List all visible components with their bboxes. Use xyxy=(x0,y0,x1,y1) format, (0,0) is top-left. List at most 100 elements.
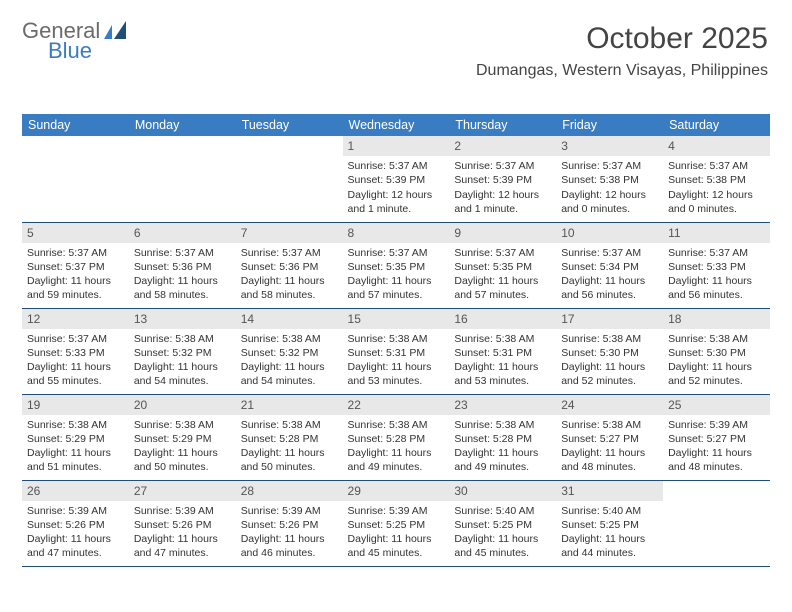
day-details: Sunrise: 5:38 AMSunset: 5:31 PMDaylight:… xyxy=(343,329,450,393)
day-details: Sunrise: 5:37 AMSunset: 5:39 PMDaylight:… xyxy=(343,156,450,220)
day-details: Sunrise: 5:37 AMSunset: 5:38 PMDaylight:… xyxy=(663,156,770,220)
day-details: Sunrise: 5:38 AMSunset: 5:32 PMDaylight:… xyxy=(236,329,343,393)
calendar-day-cell: 14Sunrise: 5:38 AMSunset: 5:32 PMDayligh… xyxy=(236,308,343,394)
day-number: 4 xyxy=(663,136,770,156)
calendar-week-row: 1Sunrise: 5:37 AMSunset: 5:39 PMDaylight… xyxy=(22,136,770,222)
day-number: 11 xyxy=(663,223,770,243)
day-number: 6 xyxy=(129,223,236,243)
day-details: Sunrise: 5:37 AMSunset: 5:37 PMDaylight:… xyxy=(22,243,129,307)
calendar-day-cell: 15Sunrise: 5:38 AMSunset: 5:31 PMDayligh… xyxy=(343,308,450,394)
page-title: October 2025 xyxy=(476,22,768,56)
calendar-day-cell: 1Sunrise: 5:37 AMSunset: 5:39 PMDaylight… xyxy=(343,136,450,222)
calendar-day-cell: 8Sunrise: 5:37 AMSunset: 5:35 PMDaylight… xyxy=(343,222,450,308)
day-number: 2 xyxy=(449,136,556,156)
calendar-day-cell: 31Sunrise: 5:40 AMSunset: 5:25 PMDayligh… xyxy=(556,480,663,566)
calendar-day-cell: 26Sunrise: 5:39 AMSunset: 5:26 PMDayligh… xyxy=(22,480,129,566)
calendar-week-row: 26Sunrise: 5:39 AMSunset: 5:26 PMDayligh… xyxy=(22,480,770,566)
calendar-day-cell: 19Sunrise: 5:38 AMSunset: 5:29 PMDayligh… xyxy=(22,394,129,480)
calendar-week-row: 12Sunrise: 5:37 AMSunset: 5:33 PMDayligh… xyxy=(22,308,770,394)
day-number: 30 xyxy=(449,481,556,501)
day-number: 3 xyxy=(556,136,663,156)
day-number: 21 xyxy=(236,395,343,415)
day-number: 16 xyxy=(449,309,556,329)
day-number: 14 xyxy=(236,309,343,329)
page-location: Dumangas, Western Visayas, Philippines xyxy=(476,62,768,80)
day-details: Sunrise: 5:37 AMSunset: 5:33 PMDaylight:… xyxy=(663,243,770,307)
day-number: 29 xyxy=(343,481,450,501)
day-details: Sunrise: 5:37 AMSunset: 5:36 PMDaylight:… xyxy=(236,243,343,307)
calendar-day-cell: 28Sunrise: 5:39 AMSunset: 5:26 PMDayligh… xyxy=(236,480,343,566)
weekday-header: Monday xyxy=(129,114,236,136)
calendar-day-cell: 5Sunrise: 5:37 AMSunset: 5:37 PMDaylight… xyxy=(22,222,129,308)
calendar-day-cell: 6Sunrise: 5:37 AMSunset: 5:36 PMDaylight… xyxy=(129,222,236,308)
weekday-header: Wednesday xyxy=(343,114,450,136)
day-details: Sunrise: 5:38 AMSunset: 5:32 PMDaylight:… xyxy=(129,329,236,393)
day-details: Sunrise: 5:39 AMSunset: 5:25 PMDaylight:… xyxy=(343,501,450,565)
day-number: 27 xyxy=(129,481,236,501)
day-number: 26 xyxy=(22,481,129,501)
calendar-day-cell: 23Sunrise: 5:38 AMSunset: 5:28 PMDayligh… xyxy=(449,394,556,480)
calendar-day-cell: 9Sunrise: 5:37 AMSunset: 5:35 PMDaylight… xyxy=(449,222,556,308)
day-number: 24 xyxy=(556,395,663,415)
page-header: October 2025 Dumangas, Western Visayas, … xyxy=(476,22,768,80)
day-details: Sunrise: 5:38 AMSunset: 5:28 PMDaylight:… xyxy=(449,415,556,479)
day-details: Sunrise: 5:38 AMSunset: 5:28 PMDaylight:… xyxy=(343,415,450,479)
day-number: 8 xyxy=(343,223,450,243)
day-details: Sunrise: 5:37 AMSunset: 5:38 PMDaylight:… xyxy=(556,156,663,220)
day-number: 5 xyxy=(22,223,129,243)
calendar-day-cell xyxy=(129,136,236,222)
day-details: Sunrise: 5:39 AMSunset: 5:26 PMDaylight:… xyxy=(236,501,343,565)
calendar-day-cell: 11Sunrise: 5:37 AMSunset: 5:33 PMDayligh… xyxy=(663,222,770,308)
weekday-header: Saturday xyxy=(663,114,770,136)
calendar-day-cell: 27Sunrise: 5:39 AMSunset: 5:26 PMDayligh… xyxy=(129,480,236,566)
day-number: 7 xyxy=(236,223,343,243)
weekday-header: Friday xyxy=(556,114,663,136)
calendar-day-cell xyxy=(236,136,343,222)
day-number: 13 xyxy=(129,309,236,329)
weekday-header: Thursday xyxy=(449,114,556,136)
weekday-header: Tuesday xyxy=(236,114,343,136)
calendar-day-cell xyxy=(22,136,129,222)
calendar-day-cell: 16Sunrise: 5:38 AMSunset: 5:31 PMDayligh… xyxy=(449,308,556,394)
calendar-day-cell: 2Sunrise: 5:37 AMSunset: 5:39 PMDaylight… xyxy=(449,136,556,222)
day-details: Sunrise: 5:38 AMSunset: 5:31 PMDaylight:… xyxy=(449,329,556,393)
day-number: 31 xyxy=(556,481,663,501)
weekday-header-row: SundayMondayTuesdayWednesdayThursdayFrid… xyxy=(22,114,770,136)
calendar-day-cell: 4Sunrise: 5:37 AMSunset: 5:38 PMDaylight… xyxy=(663,136,770,222)
calendar-day-cell: 22Sunrise: 5:38 AMSunset: 5:28 PMDayligh… xyxy=(343,394,450,480)
day-number: 15 xyxy=(343,309,450,329)
calendar-day-cell: 7Sunrise: 5:37 AMSunset: 5:36 PMDaylight… xyxy=(236,222,343,308)
calendar-day-cell: 10Sunrise: 5:37 AMSunset: 5:34 PMDayligh… xyxy=(556,222,663,308)
day-number: 12 xyxy=(22,309,129,329)
day-details: Sunrise: 5:37 AMSunset: 5:34 PMDaylight:… xyxy=(556,243,663,307)
calendar-day-cell: 30Sunrise: 5:40 AMSunset: 5:25 PMDayligh… xyxy=(449,480,556,566)
day-details: Sunrise: 5:39 AMSunset: 5:27 PMDaylight:… xyxy=(663,415,770,479)
logo-text-blue: Blue xyxy=(48,38,92,64)
day-details: Sunrise: 5:39 AMSunset: 5:26 PMDaylight:… xyxy=(129,501,236,565)
day-number: 1 xyxy=(343,136,450,156)
calendar-day-cell: 20Sunrise: 5:38 AMSunset: 5:29 PMDayligh… xyxy=(129,394,236,480)
day-details: Sunrise: 5:38 AMSunset: 5:28 PMDaylight:… xyxy=(236,415,343,479)
calendar-week-row: 19Sunrise: 5:38 AMSunset: 5:29 PMDayligh… xyxy=(22,394,770,480)
logo-flag-icon xyxy=(104,21,130,44)
day-number: 10 xyxy=(556,223,663,243)
day-details: Sunrise: 5:37 AMSunset: 5:39 PMDaylight:… xyxy=(449,156,556,220)
day-number: 28 xyxy=(236,481,343,501)
day-details: Sunrise: 5:37 AMSunset: 5:33 PMDaylight:… xyxy=(22,329,129,393)
day-number: 25 xyxy=(663,395,770,415)
day-number: 17 xyxy=(556,309,663,329)
day-details: Sunrise: 5:38 AMSunset: 5:29 PMDaylight:… xyxy=(129,415,236,479)
day-number: 20 xyxy=(129,395,236,415)
calendar-day-cell: 3Sunrise: 5:37 AMSunset: 5:38 PMDaylight… xyxy=(556,136,663,222)
calendar-week-row: 5Sunrise: 5:37 AMSunset: 5:37 PMDaylight… xyxy=(22,222,770,308)
calendar-day-cell: 18Sunrise: 5:38 AMSunset: 5:30 PMDayligh… xyxy=(663,308,770,394)
weekday-header: Sunday xyxy=(22,114,129,136)
calendar-day-cell: 12Sunrise: 5:37 AMSunset: 5:33 PMDayligh… xyxy=(22,308,129,394)
calendar-table: SundayMondayTuesdayWednesdayThursdayFrid… xyxy=(22,114,770,567)
day-details: Sunrise: 5:40 AMSunset: 5:25 PMDaylight:… xyxy=(449,501,556,565)
calendar-day-cell: 25Sunrise: 5:39 AMSunset: 5:27 PMDayligh… xyxy=(663,394,770,480)
day-details: Sunrise: 5:40 AMSunset: 5:25 PMDaylight:… xyxy=(556,501,663,565)
day-details: Sunrise: 5:37 AMSunset: 5:35 PMDaylight:… xyxy=(449,243,556,307)
day-number: 22 xyxy=(343,395,450,415)
calendar-day-cell: 24Sunrise: 5:38 AMSunset: 5:27 PMDayligh… xyxy=(556,394,663,480)
